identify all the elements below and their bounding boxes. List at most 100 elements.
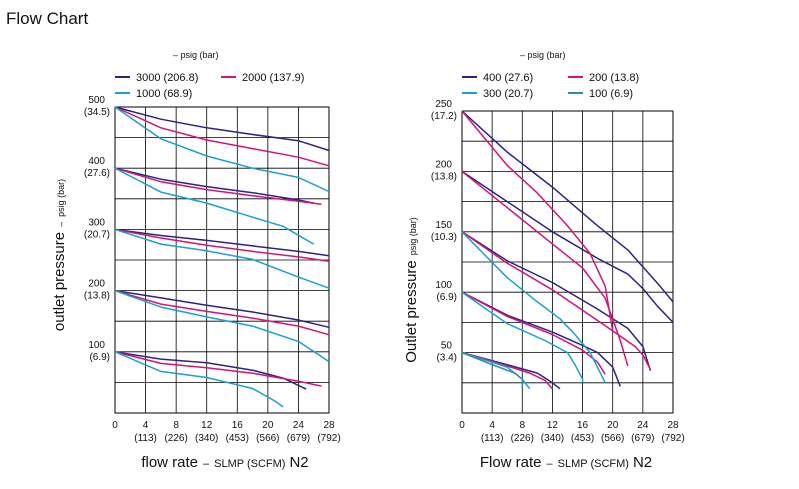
x-tick-label: 8 — [520, 420, 526, 431]
series-curve-1 — [114, 167, 314, 204]
y-tick-sublabel: (17.2) — [431, 111, 457, 122]
plot-grid — [114, 106, 330, 414]
y-axis-label: outlet pressure – psig (bar) — [51, 179, 68, 331]
x-tick-label: 0 — [112, 420, 118, 431]
y-axis-label: Outlet pressure psig (bar) — [403, 217, 420, 363]
legend-label: 100 (6.9) — [589, 88, 633, 100]
series-curve-3 — [461, 291, 584, 383]
y-tick-label: 400 — [88, 156, 105, 167]
x-tick-sublabel: (226) — [164, 433, 187, 444]
x-tick-sublabel: (792) — [317, 433, 340, 444]
x-tick-label: 16 — [577, 420, 589, 431]
x-tick-sublabel: (453) — [571, 433, 594, 444]
x-tick-sublabel: (340) — [195, 433, 218, 444]
x-tick-label: 24 — [637, 420, 649, 431]
legend-title: – psig (bar) — [173, 50, 219, 60]
y-tick-sublabel: (3.4) — [436, 353, 457, 364]
x-axis-label-main: flow rate — [141, 454, 198, 471]
y-tick-label: 50 — [441, 341, 453, 352]
series-curve-3 — [114, 289, 330, 363]
y-tick-sublabel: (6.9) — [89, 352, 110, 363]
series-curve-2 — [461, 291, 606, 375]
y-tick-sublabel: (13.8) — [431, 171, 457, 182]
series-curve-1 — [461, 231, 652, 371]
series-curve-3 — [461, 351, 531, 390]
x-axis-label-units: SLMP (SCFM) — [214, 458, 285, 470]
series-curve-3 — [114, 167, 315, 245]
y-tick-label: 500 — [88, 95, 105, 106]
x-axis-label-units: SLMP (SCFM) — [558, 458, 629, 470]
series-curve-2 — [461, 351, 553, 390]
x-axis-label-sep: – — [547, 458, 554, 470]
x-axis-label-main: Flow rate — [480, 454, 542, 471]
y-tick-sublabel: (6.9) — [436, 292, 457, 303]
series-curve-1 — [114, 228, 330, 257]
series-curve-1 — [114, 106, 330, 152]
x-tick-label: 4 — [143, 420, 149, 431]
x-tick-sublabel: (679) — [631, 433, 654, 444]
series-curve-1 — [114, 289, 330, 329]
legend-title: – psig (bar) — [520, 50, 566, 60]
series-curve-2 — [114, 228, 330, 262]
series-curve-3 — [114, 106, 330, 193]
legend-label: 300 (20.7) — [483, 88, 533, 100]
x-tick-label: 12 — [547, 420, 559, 431]
y-tick-label: 100 — [88, 340, 105, 351]
x-tick-sublabel: (566) — [256, 433, 279, 444]
x-tick-sublabel: (226) — [511, 433, 534, 444]
x-tick-sublabel: (453) — [226, 433, 249, 444]
series-curve-2 — [114, 351, 322, 387]
x-tick-label: 4 — [489, 420, 495, 431]
y-tick-label: 250 — [435, 99, 452, 110]
x-tick-label: 16 — [232, 420, 244, 431]
y-tick-label: 200 — [88, 279, 105, 290]
series-curve-1 — [461, 291, 621, 387]
x-tick-sublabel: (340) — [541, 433, 564, 444]
x-axis-label: flow rate – SLMP (SCFM) N2 — [141, 454, 308, 471]
x-tick-sublabel: (792) — [661, 433, 684, 444]
series-curve-1 — [461, 170, 674, 323]
page-title: Flow Chart — [6, 9, 89, 28]
y-tick-sublabel: (20.7) — [84, 229, 110, 240]
legend-label: 400 (27.6) — [483, 72, 533, 84]
legend-label: 3000 (206.8) — [136, 72, 198, 84]
legend-label: 1000 (68.9) — [136, 88, 192, 100]
y-tick-label: 150 — [435, 220, 452, 231]
y-tick-label: 200 — [435, 159, 452, 170]
series-curve-2 — [461, 110, 614, 332]
series-curve-1 — [461, 110, 674, 303]
series-curve-2 — [114, 106, 330, 167]
series-curve-3 — [114, 228, 330, 289]
x-axis-label-sep: – — [203, 458, 210, 470]
y-tick-sublabel: (10.3) — [431, 232, 457, 243]
x-tick-sublabel: (679) — [287, 433, 310, 444]
series-curve-2 — [461, 170, 629, 367]
x-tick-label: 20 — [262, 420, 274, 431]
x-axis-label: Flow rate – SLMP (SCFM) N2 — [480, 454, 652, 471]
series-curve-2 — [461, 231, 652, 370]
y-axis-label-units: psig (bar) — [408, 217, 418, 255]
x-tick-label: 20 — [607, 420, 619, 431]
x-tick-label: 0 — [459, 420, 465, 431]
x-tick-label: 24 — [293, 420, 305, 431]
y-axis-label-units: psig (bar) — [56, 179, 66, 217]
legend-label: 2000 (137.9) — [242, 72, 304, 84]
x-axis-label-gas: N2 — [289, 454, 308, 471]
x-tick-label: 28 — [667, 420, 679, 431]
series-curve-2 — [114, 289, 330, 336]
x-tick-sublabel: (113) — [134, 433, 157, 444]
x-axis-label-gas: N2 — [633, 454, 652, 471]
y-tick-label: 300 — [88, 217, 105, 228]
x-tick-label: 12 — [201, 420, 213, 431]
y-tick-label: 100 — [435, 280, 452, 291]
y-axis-label-main: Outlet pressure — [403, 260, 420, 363]
x-tick-sublabel: (566) — [601, 433, 624, 444]
series-curve-1 — [461, 351, 561, 390]
plot-grid — [461, 110, 674, 414]
y-tick-sublabel: (13.8) — [84, 291, 110, 302]
series-curve-4 — [461, 351, 524, 388]
series-curve-3 — [461, 231, 606, 384]
y-axis-label-sep: – — [56, 222, 66, 227]
